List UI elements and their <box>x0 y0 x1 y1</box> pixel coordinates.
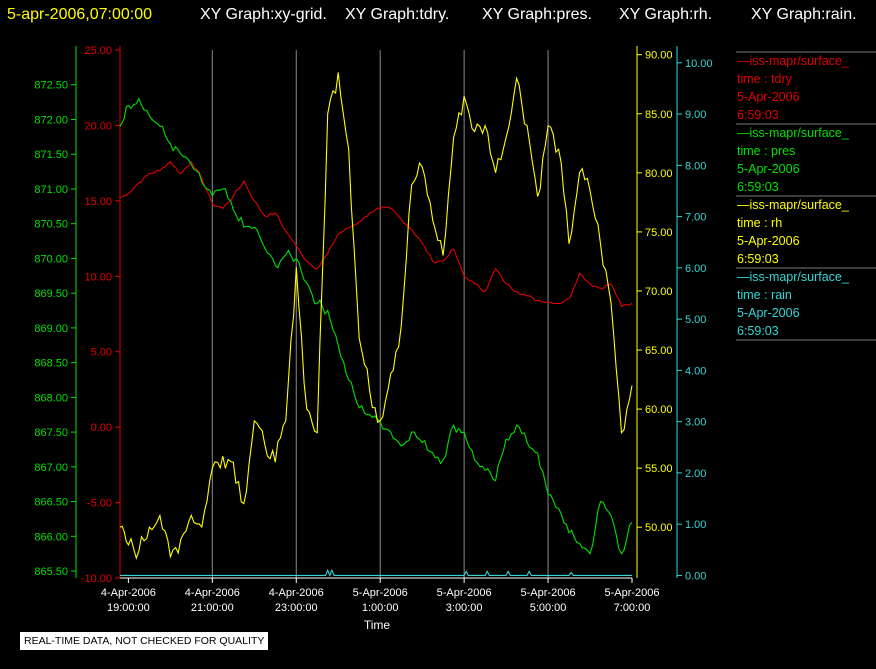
pres-tick-label-4: 867.50 <box>34 427 68 439</box>
pres-tick-label-6: 868.50 <box>34 358 68 370</box>
pres-tick-label-8: 869.50 <box>34 288 68 300</box>
tdry-tick-label-5: 15.00 <box>84 196 112 208</box>
header-graph-rain: XY Graph:rain. <box>751 6 857 23</box>
rh-tick-label-8: 90.00 <box>645 50 673 62</box>
legend: —iss-mapr/surface_time : tdry5-Apr-20066… <box>736 51 876 341</box>
x-tick-time-2: 23:00:00 <box>275 602 318 614</box>
rh-tick-label-0: 50.00 <box>645 522 673 534</box>
legend-rh-line-1: time : rh <box>737 216 782 230</box>
pres-tick-label-3: 867.00 <box>34 462 68 474</box>
pres-tick-label-13: 872.00 <box>34 114 68 126</box>
tdry-tick-label-6: 20.00 <box>84 120 112 132</box>
rain-tick-label-8: 8.00 <box>685 160 706 172</box>
rain-tick-label-2: 2.00 <box>685 468 706 480</box>
series-lines <box>119 72 633 577</box>
pres-tick-label-11: 871.00 <box>34 184 68 196</box>
tdry-tick-label-7: 25.00 <box>84 45 112 57</box>
x-tick-date-4: 5-Apr-2006 <box>437 587 492 599</box>
header-graph-xy-grid: XY Graph:xy-grid. <box>200 6 327 23</box>
rain-tick-label-6: 6.00 <box>685 263 706 275</box>
x-tick-time-3: 1:00:00 <box>362 602 399 614</box>
legend-rain-line-2: 5-Apr-2006 <box>737 306 800 320</box>
pres-series-line <box>119 97 633 555</box>
tdry-tick-label-4: 10.00 <box>84 271 112 283</box>
legend-tdry-line-0: —iss-mapr/surface_ <box>737 54 850 68</box>
rh-tick-label-2: 60.00 <box>645 404 673 416</box>
tdry-tick-label-0: -10.00 <box>81 573 112 585</box>
tdry-tick-label-1: -5.00 <box>87 498 112 510</box>
legend-tdry-line-1: time : tdry <box>737 72 793 86</box>
header-timestamp: 5-apr-2006,07:00:00 <box>7 6 152 23</box>
x-tick-time-6: 7:00:00 <box>614 602 651 614</box>
legend-pres-line-3: 6:59:03 <box>737 180 779 194</box>
x-tick-date-1: 4-Apr-2006 <box>185 587 240 599</box>
x-tick-time-1: 21:00:00 <box>191 602 234 614</box>
rain-tick-label-1: 1.00 <box>685 519 706 531</box>
rh-tick-label-3: 65.00 <box>645 345 673 357</box>
x-tick-date-6: 5-Apr-2006 <box>604 587 659 599</box>
rain-tick-label-5: 5.00 <box>685 314 706 326</box>
legend-rain-line-0: —iss-mapr/surface_ <box>737 270 850 284</box>
pres-tick-label-5: 868.00 <box>34 392 68 404</box>
legend-rain-line-1: time : rain <box>737 288 792 302</box>
pres-tick-label-10: 870.50 <box>34 219 68 231</box>
legend-rh-line-2: 5-Apr-2006 <box>737 234 800 248</box>
legend-rh-line-0: —iss-mapr/surface_ <box>737 198 850 212</box>
pres-tick-label-2: 866.50 <box>34 497 68 509</box>
x-tick-date-3: 5-Apr-2006 <box>353 587 408 599</box>
rh-tick-label-6: 80.00 <box>645 168 673 180</box>
rain-tick-label-3: 3.00 <box>685 417 706 429</box>
x-tick-time-0: 19:00:00 <box>107 602 150 614</box>
pres-tick-label-12: 871.50 <box>34 149 68 161</box>
rain-series-line <box>120 568 632 577</box>
rain-tick-label-0: 0.00 <box>685 570 706 582</box>
x-tick-date-2: 4-Apr-2006 <box>269 587 324 599</box>
legend-rh-line-3: 6:59:03 <box>737 252 779 266</box>
rain-tick-label-9: 9.00 <box>685 109 706 121</box>
rain-tick-label-10: 10.00 <box>685 58 713 70</box>
quality-notice: REAL-TIME DATA, NOT CHECKED FOR QUALITY <box>19 631 270 651</box>
rh-tick-label-5: 75.00 <box>645 227 673 239</box>
pres-tick-label-7: 869.00 <box>34 323 68 335</box>
rh-series-line <box>119 72 633 561</box>
pres-tick-label-1: 866.00 <box>34 531 68 543</box>
pres-tick-label-0: 865.50 <box>34 566 68 578</box>
graph-header: 5-apr-2006,07:00:00 XY Graph:xy-grid. XY… <box>7 6 857 23</box>
x-axis-label: Time <box>364 618 391 632</box>
legend-pres-line-2: 5-Apr-2006 <box>737 162 800 176</box>
x-tick-time-5: 5:00:00 <box>530 602 567 614</box>
tdry-tick-label-3: 5.00 <box>91 347 112 359</box>
pres-tick-label-9: 870.00 <box>34 253 68 265</box>
rh-tick-label-7: 85.00 <box>645 109 673 121</box>
header-graph-pres: XY Graph:pres. <box>482 6 592 23</box>
legend-tdry-line-3: 6:59:03 <box>737 108 779 122</box>
legend-pres-line-0: —iss-mapr/surface_ <box>737 126 850 140</box>
x-tick-time-4: 3:00:00 <box>446 602 483 614</box>
rh-tick-label-1: 55.00 <box>645 463 673 475</box>
rh-tick-label-4: 70.00 <box>645 286 673 298</box>
x-tick-date-5: 5-Apr-2006 <box>521 587 576 599</box>
tdry-tick-label-2: 0.00 <box>91 422 112 434</box>
header-graph-rh: XY Graph:rh. <box>619 6 712 23</box>
axes: 4-Apr-2006 19:00:00 4-Apr-2006 21:00:00 4-Ap… <box>34 45 712 614</box>
legend-pres-line-1: time : pres <box>737 144 795 158</box>
rain-tick-label-7: 7.00 <box>685 212 706 224</box>
grid-lines <box>211 50 549 578</box>
legend-tdry-line-2: 5-Apr-2006 <box>737 90 800 104</box>
rain-tick-label-4: 4.00 <box>685 365 706 377</box>
legend-rain-line-3: 6:59:03 <box>737 324 779 338</box>
header-graph-tdry: XY Graph:tdry. <box>345 6 449 23</box>
pres-tick-label-14: 872.50 <box>34 80 68 92</box>
x-tick-date-0: 4-Apr-2006 <box>101 587 156 599</box>
tdry-series-line <box>119 160 633 308</box>
